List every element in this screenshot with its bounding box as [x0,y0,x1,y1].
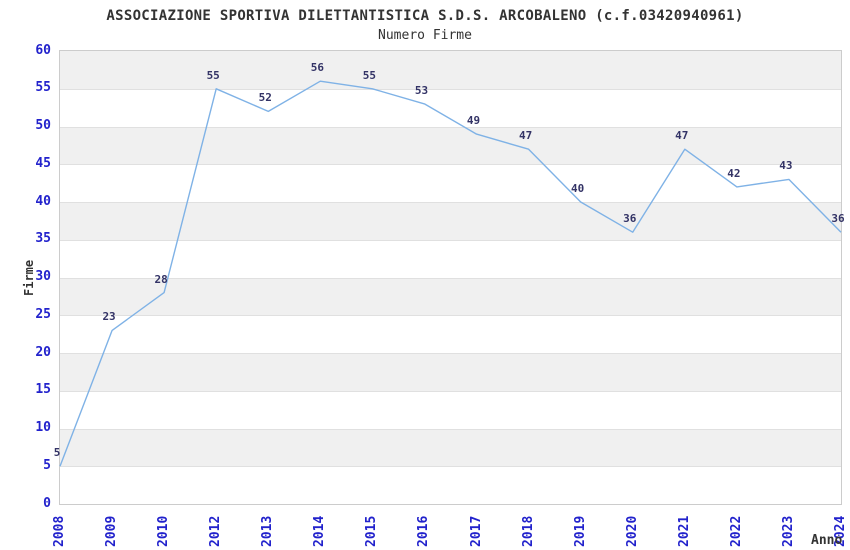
chart-title: ASSOCIAZIONE SPORTIVA DILETTANTISTICA S.… [106,8,744,24]
value-label: 49 [466,114,481,128]
x-tick-label: 2016 [416,515,432,547]
value-label: 56 [310,61,324,75]
grid-band [60,277,841,316]
grid-band [60,428,841,467]
y-tick-label: 0 [43,495,51,511]
grid-band [60,202,841,240]
x-tick-label: 2018 [520,515,536,547]
gridline [60,315,841,317]
plot-area: 5 23 28 55 52 56 55 53 49 47 40 36 47 42 43 36 [54,50,845,505]
x-tick-label: 2014 [312,515,328,547]
x-tick-label: 2017 [468,515,484,547]
x-tick-label: 2022 [728,515,744,547]
value-label: 40 [571,182,585,195]
gridline [60,88,841,90]
value-label: 23 [102,310,116,324]
gridline [60,126,841,128]
x-tick-label: 2008 [52,515,67,547]
gridline [60,277,841,279]
x-tick-label: 2013 [260,515,276,547]
x-tick-label: 2023 [780,515,796,547]
line-series [59,80,842,467]
value-label: 36 [623,212,637,226]
y-tick-label: 5 [43,457,51,473]
value-label: 5 [53,446,61,460]
x-axis-title: Anno [811,533,843,548]
x-tick-label: 2010 [156,515,172,547]
y-tick-label: 20 [35,344,51,360]
line-series-layer [59,80,842,467]
y-tick-label: 35 [35,231,51,247]
grid-band [60,353,841,391]
gridline [60,428,841,430]
chart-subtitle: Numero Firme [378,28,472,43]
gridline [60,353,841,354]
y-tick-label: 15 [35,382,51,398]
y-tick-label: 60 [35,42,51,58]
gridline [60,202,841,203]
y-tick-label: 30 [35,269,51,284]
y-tick-label: 10 [35,420,51,435]
x-tick-label: 2009 [104,515,120,547]
value-label: 55 [206,68,220,82]
x-tick-label: 2020 [624,515,640,547]
gridline [60,390,841,392]
gridline [60,239,841,241]
grid-band [60,126,841,165]
gridline [60,164,841,166]
value-label: 55 [362,68,377,82]
y-axis-title: Firme [22,259,36,296]
value-label: 36 [831,212,845,226]
value-label: 47 [675,129,689,143]
value-label: 47 [518,129,533,143]
y-tick-label: 55 [35,80,51,96]
value-label: 53 [414,83,429,97]
y-tick-label: 25 [35,306,51,322]
x-tick-label: 2015 [364,515,380,547]
value-label: 43 [779,159,793,173]
value-label: 52 [258,91,272,105]
grid-band [60,51,841,89]
y-tick-label: 45 [35,155,51,171]
x-tick-label: 2021 [676,515,692,547]
x-tick-label: 2019 [572,515,588,547]
y-tick-label: 40 [35,193,51,209]
x-tick-label: 2012 [208,515,224,547]
value-label: 42 [727,166,741,180]
y-tick-label: 50 [35,118,51,133]
value-label: 28 [154,272,168,286]
gridline [60,466,841,468]
